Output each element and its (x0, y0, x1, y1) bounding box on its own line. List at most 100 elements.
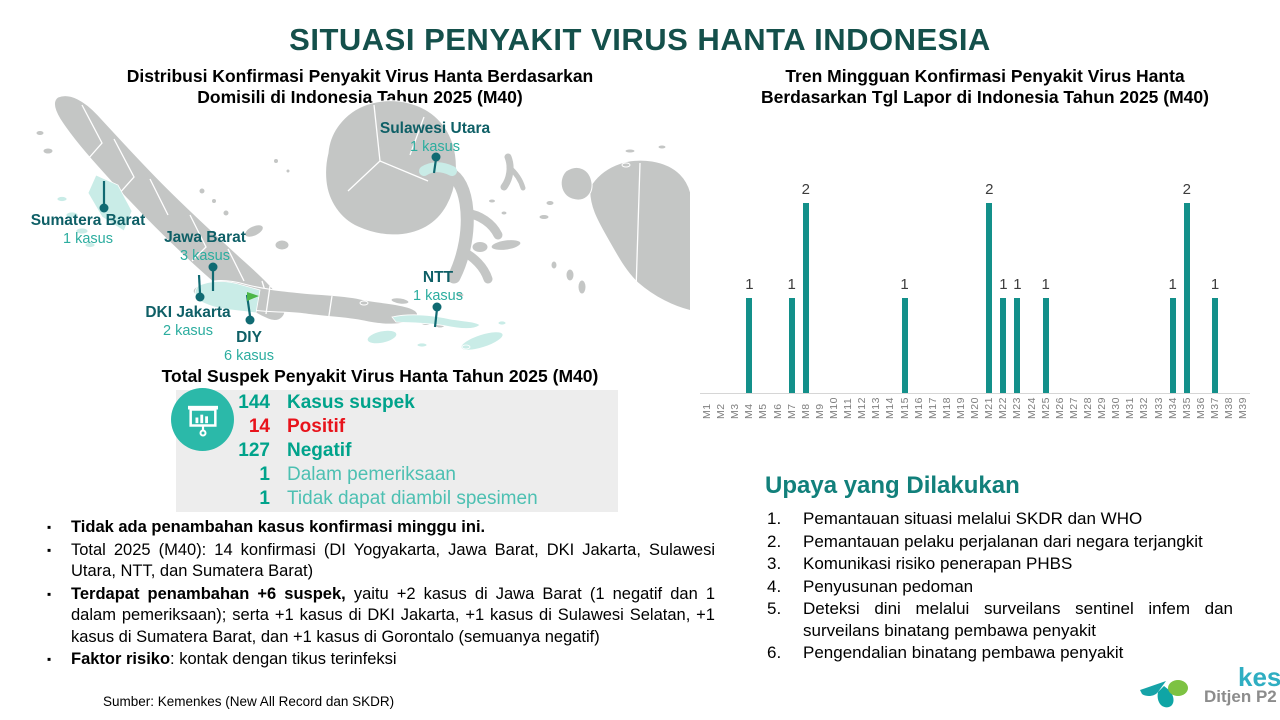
stat-row-pemeriksaan: 1 Dalam pemeriksaan (259, 464, 456, 485)
x-tick-label: M20 (969, 397, 982, 419)
map-pin-diy (245, 292, 259, 325)
map-pin-sumatera-barat (99, 181, 109, 213)
bar-M22 (1000, 298, 1007, 393)
bar-M37 (1211, 298, 1218, 393)
chart-slot-M17 (926, 180, 940, 393)
chart-slot-M2 (714, 180, 728, 393)
highlight-sumatera-barat (87, 174, 133, 232)
stat-row-suspek: 144 Kasus suspek (238, 392, 415, 413)
bar-value-label: 1 (1168, 276, 1177, 293)
chart-slot-M29 (1095, 180, 1109, 393)
chart-slot-M9 (813, 180, 827, 393)
chart-slot-M11 (841, 180, 855, 393)
stats-rows: 144 Kasus suspek 14 Positif 127 Negatif … (224, 391, 537, 511)
x-tick-label: M38 (1223, 397, 1236, 419)
upaya-item-text: Pengendalian binatang pembawa penyakit (803, 643, 1124, 662)
chart-subtitle-line1: Tren Mingguan Konfirmasi Penyakit Virus … (785, 66, 1185, 86)
x-tick-label: M33 (1152, 397, 1165, 419)
highlight-ntt-timor (460, 331, 504, 351)
upaya-item-6: 6. Pengendalian binatang pembawa penyakit (765, 642, 1233, 664)
bar-value-label: 1 (900, 276, 909, 293)
chart-slot-M28 (1081, 180, 1095, 393)
page-title: SITUASI PENYAKIT VIRUS HANTA INDONESIA (289, 22, 991, 57)
x-tick-label: M17 (926, 397, 939, 419)
bullet-item: Tidak ada penambahan kasus konfirmasi mi… (35, 517, 715, 539)
highlight-ntt-sumba (366, 329, 398, 345)
upaya-item-text: Penyusunan pedoman (803, 576, 974, 596)
upaya-item-number: 3. (767, 554, 782, 573)
chart-slot-M12 (855, 180, 869, 393)
bar-value-label: 1 (787, 276, 796, 293)
chart-slot-M39 (1236, 180, 1250, 393)
map-subtitle: Distribusi Konfirmasi Penyakit Virus Han… (30, 66, 690, 108)
x-tick-label: M5 (757, 403, 770, 419)
chart-slot-M38 (1222, 180, 1236, 393)
chart-slot-M35: 2 (1180, 180, 1194, 393)
indonesia-map (30, 95, 693, 365)
chart-slot-M32 (1137, 180, 1151, 393)
x-tick-label: M9 (813, 403, 826, 419)
chart-slot-M27 (1067, 180, 1081, 393)
chart-slot-M19 (954, 180, 968, 393)
upaya-item-4: 4. Penyusunan pedoman (765, 576, 1233, 598)
x-tick-label: M22 (997, 397, 1010, 419)
upaya-item-text: Deteksi dini melalui surveilans sentinel… (803, 599, 1233, 640)
kalimantan-island (325, 100, 457, 236)
map-label-ntt: NTT 1 kasus (413, 269, 463, 304)
x-tick-label: M24 (1025, 397, 1038, 419)
bullet-item: Total 2025 (M40): 14 konfirmasi (DI Yogy… (35, 540, 715, 583)
map-pin-sulawesi-utara (431, 152, 441, 174)
x-tick-label: M2 (715, 403, 728, 419)
upaya-item-1: 1. Pemantauan situasi melalui SKDR dan WH… (765, 508, 1233, 530)
x-tick-label: M23 (1011, 397, 1024, 419)
bar-M23 (1014, 298, 1021, 393)
bar-value-label: 1 (1041, 276, 1050, 293)
map-label-jawa-barat: Jawa Barat 3 kasus (164, 229, 246, 264)
chart-slot-M37: 1 (1208, 180, 1222, 393)
bar-M21 (986, 203, 993, 393)
x-tick-label: M8 (799, 403, 812, 419)
x-tick-label: M34 (1166, 397, 1179, 419)
chart-slot-M4: 1 (742, 180, 756, 393)
map-subtitle-line2: Domisili di Indonesia Tahun 2025 (M40) (197, 87, 523, 107)
x-tick-label: M36 (1194, 397, 1207, 419)
bullet-item: Terdapat penambahan +6 suspek, yaitu +2 … (35, 584, 715, 649)
bar-M8 (802, 203, 809, 393)
upaya-list: 1. Pemantauan situasi melalui SKDR dan WH… (765, 508, 1233, 665)
chart-slot-M31 (1123, 180, 1137, 393)
highlight-sulawesi-utara (419, 162, 457, 176)
map-label-sumatera-barat: Sumatera Barat 1 kasus (30, 212, 146, 247)
upaya-item-number: 5. (767, 599, 782, 618)
x-tick-label: M13 (870, 397, 883, 419)
indonesia-map-svg (35, 95, 693, 351)
bullet-item: Faktor risiko: kontak dengan tikus terin… (35, 649, 715, 671)
bar-value-label: 2 (985, 181, 994, 198)
chart-slot-M22: 1 (996, 180, 1010, 393)
source-note: Sumber: Kemenkes (New All Record dan SKD… (103, 694, 395, 709)
x-tick-label: M26 (1053, 397, 1066, 419)
stats-box (176, 390, 618, 512)
x-tick-label: M27 (1067, 397, 1080, 419)
x-tick-label: M14 (884, 397, 897, 419)
bar-M4 (746, 298, 753, 393)
upaya-item-5: 5. Deteksi dini melalui surveilans sentin… (765, 598, 1233, 641)
map-label-sulawesi-utara: Sulawesi Utara 1 kasus (379, 120, 491, 155)
x-tick-label: M10 (828, 397, 841, 419)
x-tick-label: M16 (912, 397, 925, 419)
chart-slot-M10 (827, 180, 841, 393)
upaya-item-number: 4. (767, 576, 782, 596)
chart-slot-M26 (1053, 180, 1067, 393)
upaya-item-2: 2. Pemantauan pelaku perjalanan dari nega… (765, 531, 1233, 553)
upaya-item-text: Pemantauan situasi melalui SKDR dan WHO (803, 509, 1143, 528)
bar-M34 (1169, 298, 1176, 393)
chart-slot-M23: 1 (1010, 180, 1024, 393)
x-tick-label: M31 (1124, 397, 1137, 419)
map-label-diy: DIY 6 kasus (224, 329, 274, 364)
x-tick-label: M12 (856, 397, 869, 419)
map-label-dki-jakarta: DKI Jakarta 2 kasus (145, 304, 231, 339)
stat-row-negatif: 127 Negatif (238, 440, 352, 461)
chart-slot-M13 (869, 180, 883, 393)
bar-value-label: 1 (1013, 276, 1022, 293)
